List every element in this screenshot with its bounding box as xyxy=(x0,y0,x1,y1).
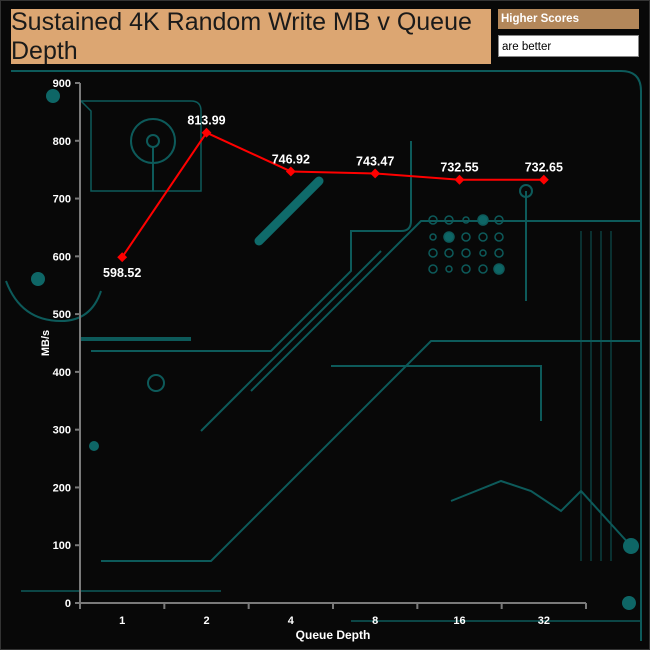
data-point xyxy=(454,174,465,185)
series-line xyxy=(121,131,544,258)
y-tick-label: 600 xyxy=(53,251,71,263)
x-tick-label: 32 xyxy=(538,615,550,627)
legend-higher-scores: Higher Scores xyxy=(498,9,639,29)
data-label: 732.55 xyxy=(440,161,478,175)
y-tick-label: 0 xyxy=(65,598,71,610)
x-axis-label: Queue Depth xyxy=(296,628,371,642)
data-label: 732.65 xyxy=(525,161,563,175)
y-tick-label: 100 xyxy=(53,540,71,552)
data-point xyxy=(201,127,212,138)
y-axis-label: MB/s xyxy=(40,330,52,356)
x-tick-label: 2 xyxy=(203,615,209,627)
legend-are-better: are better xyxy=(498,35,639,57)
x-tick-label: 4 xyxy=(288,615,295,627)
x-tick-label: 16 xyxy=(453,615,465,627)
y-tick-label: 200 xyxy=(53,482,71,494)
x-tick-label: 8 xyxy=(372,615,378,627)
y-tick-label: 700 xyxy=(53,194,71,206)
y-tick-label: 500 xyxy=(53,309,71,321)
data-label: 598.52 xyxy=(103,266,141,280)
data-label: 743.47 xyxy=(356,154,394,168)
data-point xyxy=(285,166,296,177)
data-point xyxy=(538,174,549,185)
x-tick-label: 1 xyxy=(119,615,125,627)
y-tick-label: 300 xyxy=(53,425,71,437)
data-label: 746.92 xyxy=(272,152,310,166)
data-label: 813.99 xyxy=(187,114,225,128)
data-point xyxy=(370,168,381,179)
y-tick-label: 800 xyxy=(53,136,71,148)
y-tick-label: 900 xyxy=(53,78,71,90)
chart-title: Sustained 4K Random Write MB v Queue Dep… xyxy=(11,8,491,65)
y-tick-label: 400 xyxy=(53,367,71,379)
